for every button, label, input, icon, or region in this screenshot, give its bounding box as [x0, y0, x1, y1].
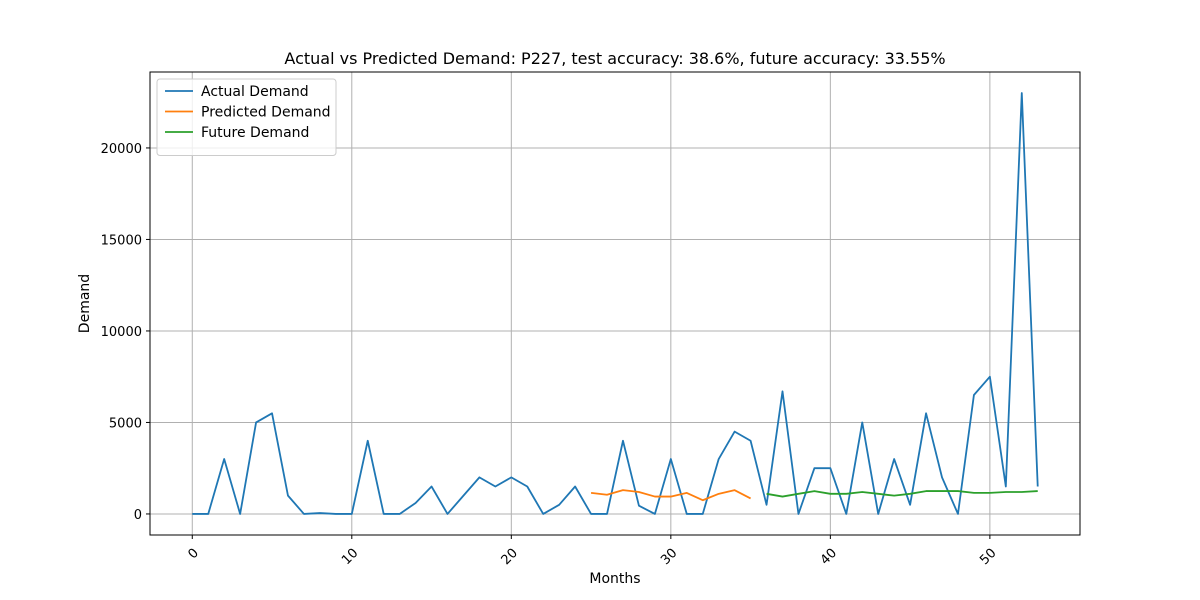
series-group	[192, 92, 1039, 515]
x-tick-label: 50	[977, 546, 999, 568]
y-tick-label: 5000	[109, 416, 142, 431]
x-tick-label: 0	[185, 546, 201, 562]
x-tick-label: 30	[658, 546, 680, 568]
plot-frame	[149, 71, 1081, 536]
y-axis-label: Demand	[77, 274, 93, 333]
chart-title: Actual vs Predicted Demand: P227, test a…	[284, 49, 945, 68]
legend-label: Predicted Demand	[201, 105, 331, 121]
y-tick-label: 20000	[101, 142, 142, 157]
series-line-predicted-demand	[590, 489, 752, 502]
legend-label: Actual Demand	[201, 84, 309, 100]
legend-box	[156, 78, 337, 156]
x-tick-label: 40	[818, 546, 840, 568]
y-axis-ticks: 0 5000 10000 15000 20000	[101, 142, 150, 523]
x-tick-label: 10	[339, 546, 361, 568]
x-axis-label: Months	[589, 571, 640, 587]
legend-label: Future Demand	[201, 125, 309, 141]
x-tick-label: 20	[499, 546, 521, 568]
series-line-actual-demand	[192, 92, 1039, 515]
legend: Actual Demand Predicted Demand Future Dema…	[156, 78, 337, 156]
y-tick-label: 10000	[101, 325, 142, 340]
y-tick-label: 15000	[101, 233, 142, 248]
series-line-future-demand	[766, 490, 1038, 498]
y-tick-label: 0	[134, 508, 142, 523]
x-axis-ticks: 0 10 20 30 40 50	[185, 535, 1000, 568]
